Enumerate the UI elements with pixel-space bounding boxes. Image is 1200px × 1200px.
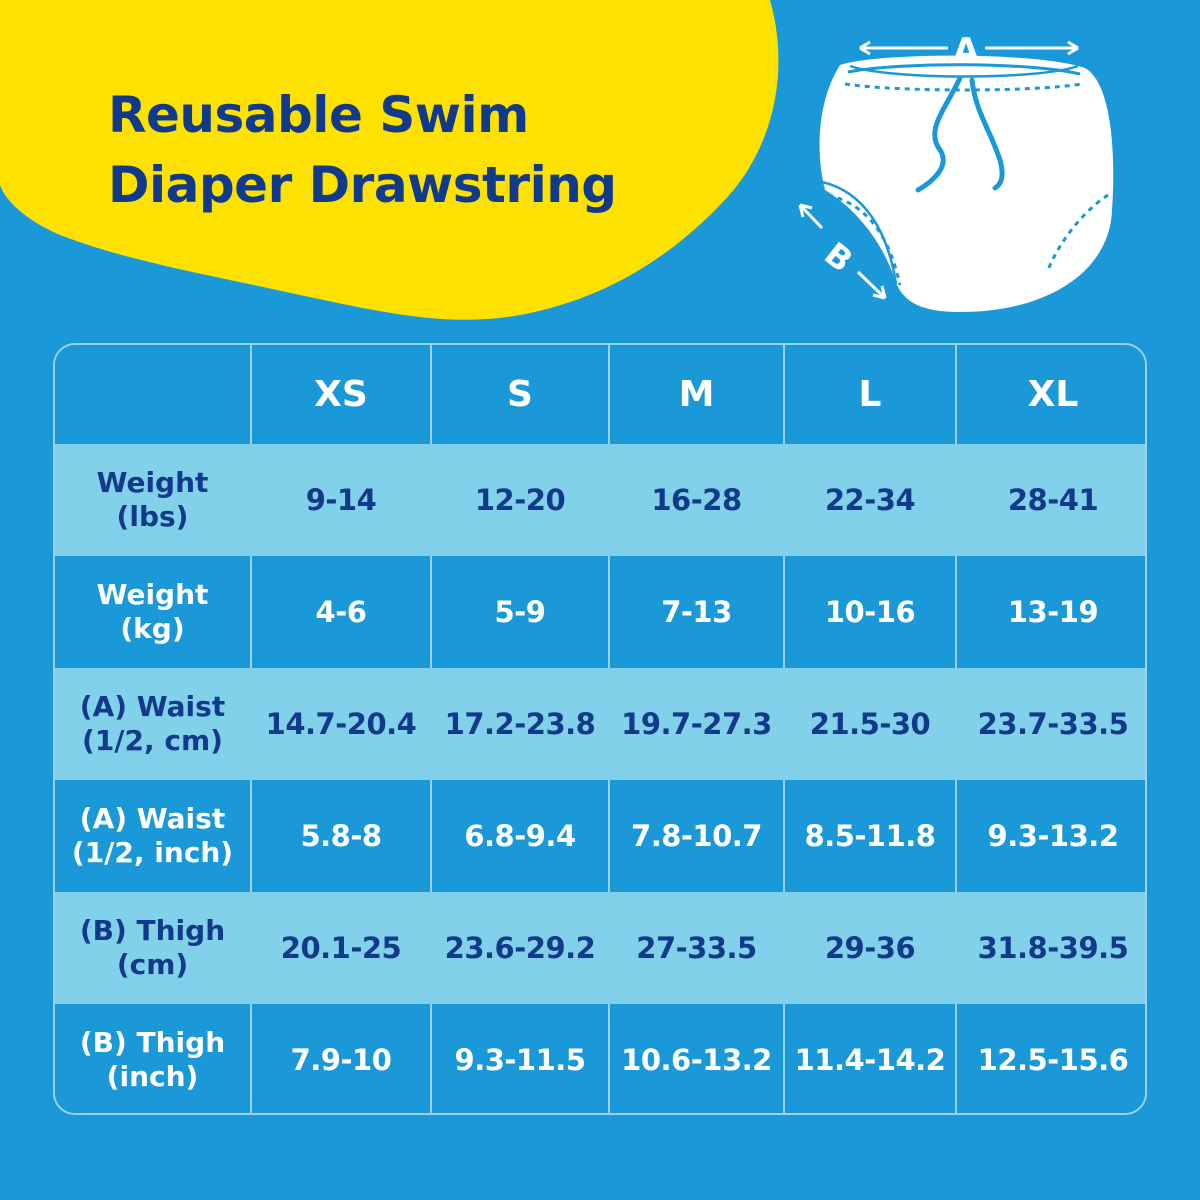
row-label: (A) Waist (1/2, inch) [71, 802, 234, 869]
table-cell: 9-14 [305, 483, 377, 517]
table-cell: 10-16 [783, 556, 956, 668]
table-cell: 29-36 [824, 931, 916, 965]
title-line-1: Reusable Swim [108, 86, 529, 144]
table-cell: 27-33.5 [636, 931, 757, 965]
table-cell: 14.7-20.4 [265, 707, 417, 741]
diaper-diagram: A B [798, 31, 1114, 312]
page-title: Reusable Swim Diaper Drawstring [108, 80, 617, 220]
row-thigh-cm: (B) Thigh (cm) 20.1-25 23.6-29.2 27-33.5 … [55, 892, 1145, 1004]
title-line-2: Diaper Drawstring [108, 156, 617, 214]
table-cell: 28-41 [1007, 483, 1099, 517]
table-cell: 23.6-29.2 [444, 931, 596, 965]
table-cell: 5-9 [430, 556, 609, 668]
table-cell: 12-20 [474, 483, 566, 517]
row-waist-inch: (A) Waist (1/2, inch) 5.8-8 6.8-9.4 7.8-1… [55, 780, 1145, 892]
row-label: (A) Waist (1/2, cm) [79, 690, 226, 757]
row-label: (B) Thigh (cm) [79, 914, 226, 981]
table-cell: 6.8-9.4 [430, 780, 609, 892]
row-waist-cm: (A) Waist (1/2, cm) 14.7-20.4 17.2-23.8 1… [55, 668, 1145, 780]
table-cell: 17.2-23.8 [444, 707, 596, 741]
table-cell: 7-13 [608, 556, 784, 668]
row-label: (B) Thigh (inch) [79, 1026, 226, 1093]
table-cell: 9.3-13.2 [955, 780, 1145, 892]
size-header-row: XS S M L XL [55, 345, 1145, 444]
table-cell: 10.6-13.2 [608, 1004, 784, 1113]
table-cell: 23.7-33.5 [977, 707, 1129, 741]
size-chart-table: XS S M L XL Weight (lbs) 9-14 12-20 16-28… [53, 343, 1147, 1115]
table-cell: 12.5-15.6 [955, 1004, 1145, 1113]
table-cell: 21.5-30 [809, 707, 931, 741]
table-cell: 7.9-10 [250, 1004, 431, 1113]
table-cell: 19.7-27.3 [621, 707, 772, 741]
header-size-xl: XL [955, 345, 1145, 444]
table-cell: 31.8-39.5 [977, 931, 1129, 965]
row-thigh-inch: (B) Thigh (inch) 7.9-10 9.3-11.5 10.6-13.… [55, 1004, 1145, 1113]
table-cell: 5.8-8 [250, 780, 431, 892]
table-cell: 4-6 [250, 556, 431, 668]
label-b: B [817, 235, 860, 280]
row-weight-kg: Weight (kg) 4-6 5-9 7-13 10-16 13-19 [55, 556, 1145, 668]
header-size-m: M [608, 345, 784, 444]
row-label: Weight (lbs) [96, 466, 209, 533]
table-cell: 7.8-10.7 [608, 780, 784, 892]
diaper-body-shape [819, 55, 1114, 312]
yellow-blob-shape [0, 0, 779, 320]
header-empty-cell [55, 345, 251, 444]
table-cell: 22-34 [824, 483, 916, 517]
row-weight-lbs: Weight (lbs) 9-14 12-20 16-28 22-34 28-41 [55, 444, 1145, 556]
table-cell: 11.4-14.2 [783, 1004, 956, 1113]
table-cell: 13-19 [955, 556, 1145, 668]
table-cell: 16-28 [651, 483, 742, 517]
table-cell: 9.3-11.5 [430, 1004, 609, 1113]
header-size-l: L [783, 345, 956, 444]
table-cell: 8.5-11.8 [783, 780, 956, 892]
table-cell: 20.1-25 [280, 931, 402, 965]
header-size-xs: XS [250, 345, 431, 444]
header-size-s: S [430, 345, 609, 444]
row-label: Weight (kg) [96, 578, 209, 645]
label-a: A [953, 31, 980, 71]
